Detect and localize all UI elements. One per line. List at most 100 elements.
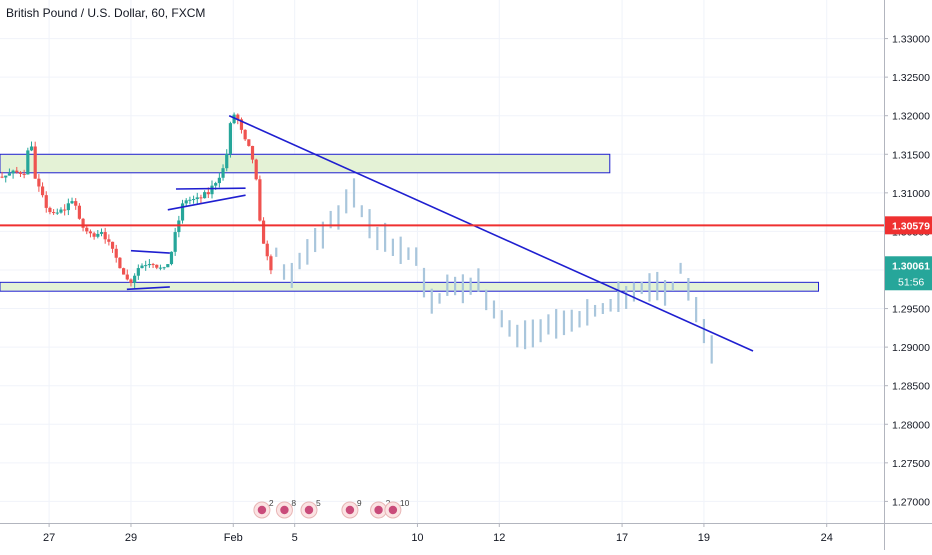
candle-body — [40, 186, 45, 196]
candle-body — [15, 170, 19, 173]
candle-body — [107, 239, 111, 242]
candle-body — [265, 243, 269, 257]
candle-body — [214, 183, 218, 186]
candle-body — [225, 153, 229, 169]
candle-body — [96, 233, 100, 237]
candle-body — [81, 218, 85, 228]
y-tick-label: 1.31000 — [892, 188, 930, 200]
candle-body — [33, 146, 37, 179]
candle-body — [99, 232, 104, 234]
candle-body — [26, 150, 30, 175]
candle-body — [191, 199, 196, 201]
candle-body — [247, 139, 251, 146]
candle-body — [7, 173, 12, 176]
trendline — [126, 286, 170, 291]
zone-rectangle — [0, 153, 611, 174]
candle-body — [261, 220, 266, 244]
candles — [0, 112, 273, 289]
y-tick-label: 1.27500 — [892, 458, 930, 470]
candle-body — [206, 192, 210, 195]
x-tick-label: 27 — [43, 532, 55, 544]
candle-body — [173, 232, 177, 252]
candle-body — [180, 203, 185, 221]
event-flag-icon-core — [345, 505, 355, 515]
candle-body — [18, 172, 23, 174]
candle-body — [85, 227, 89, 232]
chart-title: British Pound / U.S. Dollar, 60, FXCM — [6, 6, 206, 20]
y-tick-label: 1.29000 — [892, 342, 930, 354]
candle-body — [11, 170, 15, 174]
x-tick-label: 24 — [821, 532, 833, 544]
candle-body — [210, 185, 214, 195]
last-price-label: 1.30061 — [892, 260, 930, 272]
x-tick-label: Feb — [224, 532, 243, 544]
event-markers: 2 8 5 9 2 10 — [253, 498, 410, 519]
candle-body — [129, 279, 133, 283]
candle-body — [243, 129, 247, 140]
candle-body — [74, 201, 78, 206]
candle-body — [63, 209, 67, 211]
candle-body — [158, 267, 163, 269]
time-axis — [0, 523, 932, 550]
candle-body — [239, 119, 244, 130]
projection-bars — [275, 178, 713, 364]
candle-body — [92, 233, 96, 237]
candle-body — [169, 251, 174, 265]
candle-body — [88, 231, 93, 234]
event-count-label: 5 — [316, 498, 321, 508]
candle-body — [70, 201, 74, 204]
candle-body — [162, 267, 166, 269]
y-tick-label: 1.32000 — [892, 111, 930, 123]
candle-body — [52, 212, 56, 214]
y-tick-label: 1.28000 — [892, 419, 930, 431]
x-tick-label: 17 — [616, 532, 628, 544]
bar-countdown-label: 51:56 — [898, 276, 924, 288]
x-tick-label: 5 — [292, 532, 298, 544]
candle-body — [55, 212, 59, 214]
resistance-price-badge — [885, 216, 932, 235]
candle-body — [118, 257, 122, 269]
candle-body — [125, 274, 129, 280]
candle-body — [254, 159, 258, 180]
candle-body — [103, 232, 107, 240]
trendline — [175, 187, 246, 190]
y-tick-label: 1.28500 — [892, 381, 930, 393]
candle-body — [59, 209, 63, 213]
event-flag-icon-core — [374, 505, 383, 515]
trendline — [228, 114, 754, 352]
candle-body — [136, 268, 140, 276]
y-tick-label: 1.32500 — [892, 72, 930, 84]
event-count-label: 8 — [291, 498, 296, 508]
candle-body — [0, 176, 4, 178]
event-flag-icon-core — [257, 505, 267, 515]
candle-body — [228, 123, 233, 154]
candle-body — [199, 197, 203, 199]
candle-body — [110, 241, 115, 249]
candle-body — [217, 177, 221, 184]
candle-body — [221, 168, 225, 178]
y-tick-label: 1.27000 — [892, 496, 930, 508]
resistance-price-label: 1.30579 — [892, 220, 930, 232]
candle-body — [77, 205, 81, 219]
candle-body — [22, 173, 26, 175]
candle-body — [258, 179, 262, 221]
candle-body — [155, 264, 159, 268]
event-flag-icon-core — [304, 505, 314, 515]
candle-body — [140, 265, 144, 269]
candle-body — [114, 248, 118, 258]
candle-body — [66, 203, 70, 211]
zone-rectangle — [0, 281, 820, 292]
trendline — [167, 194, 246, 211]
y-tick-label: 1.31500 — [892, 149, 930, 161]
candle-body — [151, 264, 155, 266]
grid-lines — [0, 0, 884, 523]
candle-body — [44, 195, 48, 208]
x-tick-label: 12 — [493, 532, 505, 544]
candle-body — [232, 114, 236, 124]
candle-body — [203, 192, 207, 199]
event-count-label: 2 — [269, 498, 274, 508]
event-flag-icon-core — [388, 505, 398, 515]
last-price-badge — [885, 256, 932, 291]
